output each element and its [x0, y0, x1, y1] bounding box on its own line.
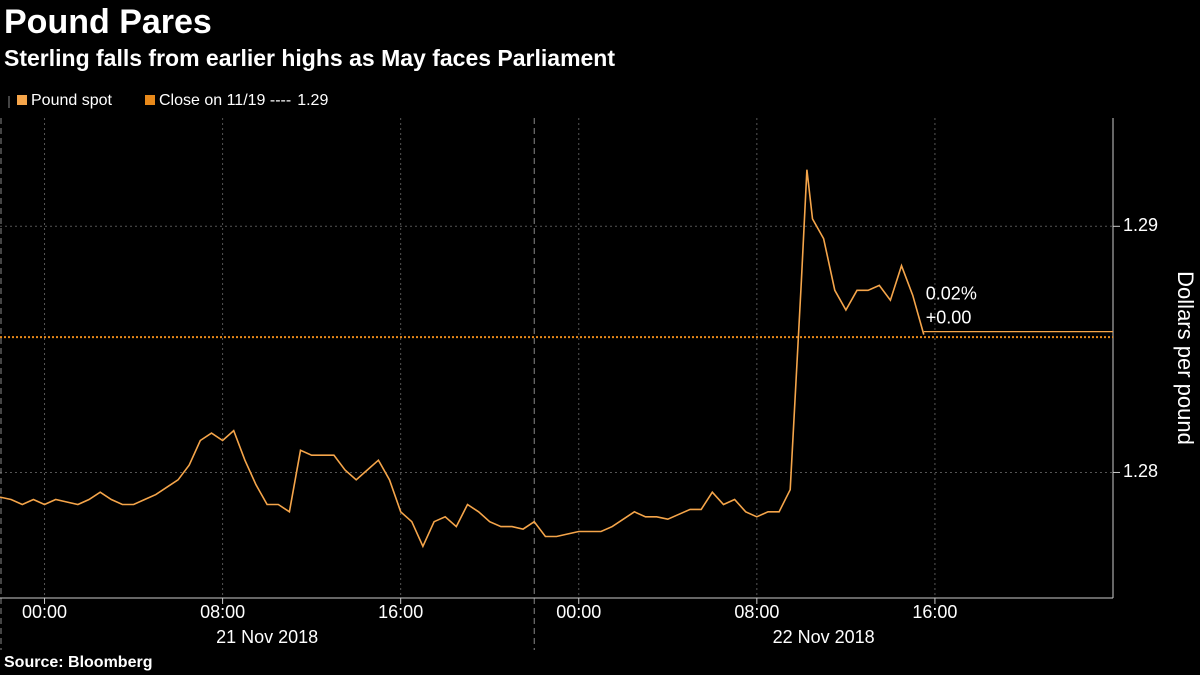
chart-title: Pound Pares — [4, 3, 212, 41]
series-line — [0, 169, 925, 549]
legend-value: 1.29 — [297, 92, 328, 109]
y-tick-label: 1.28 — [1123, 461, 1158, 481]
x-group-label: 21 Nov 2018 — [216, 627, 318, 647]
x-tick-label: 00:00 — [22, 602, 67, 622]
x-tick-label: 16:00 — [912, 602, 957, 622]
x-tick-label: 08:00 — [200, 602, 245, 622]
x-group-label: 22 Nov 2018 — [773, 627, 875, 647]
legend-swatch — [17, 95, 27, 105]
chart-subtitle: Sterling falls from earlier highs as May… — [4, 45, 615, 71]
y-tick-label: 1.29 — [1123, 215, 1158, 235]
x-tick-label: 00:00 — [556, 602, 601, 622]
source: Source: Bloomberg — [4, 654, 152, 671]
annotation: +0.00 — [926, 307, 972, 327]
legend-swatch — [145, 95, 155, 105]
legend-label: Pound spot — [31, 92, 113, 109]
legend-label: Close on 11/19 ---- — [159, 92, 291, 109]
x-tick-label: 08:00 — [734, 602, 779, 622]
y-axis-label: Dollars per pound — [1173, 271, 1198, 445]
x-tick-label: 16:00 — [378, 602, 423, 622]
annotation: 0.02% — [926, 283, 977, 303]
